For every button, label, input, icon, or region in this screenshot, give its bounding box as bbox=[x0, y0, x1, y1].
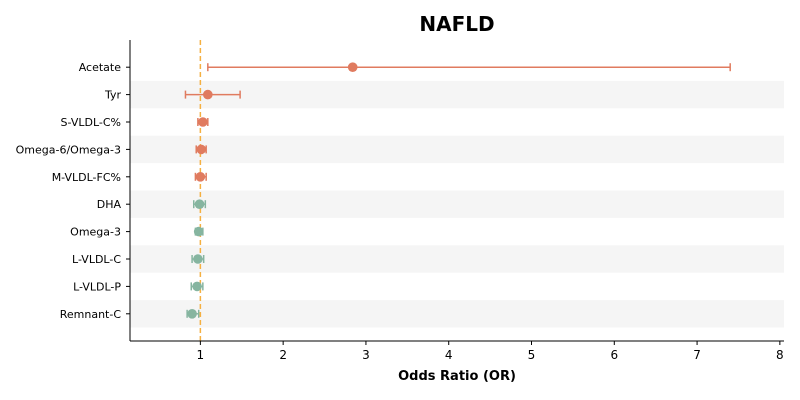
x-tick-label: 2 bbox=[279, 348, 287, 362]
x-tick-label: 8 bbox=[776, 348, 784, 362]
x-axis-label: Odds Ratio (OR) bbox=[398, 369, 516, 384]
y-tick-label: Remnant-C bbox=[60, 308, 122, 321]
forest-marks bbox=[184, 62, 731, 319]
point-estimate bbox=[196, 144, 206, 155]
y-tick-label: L-VLDL-C bbox=[72, 253, 121, 266]
x-tick-label: 6 bbox=[610, 348, 618, 362]
forest-row-8 bbox=[191, 254, 205, 264]
y-tick-label: Omega-3 bbox=[70, 226, 121, 239]
forest-row-5 bbox=[194, 172, 207, 182]
y-tick-label: DHA bbox=[97, 198, 122, 211]
point-estimate bbox=[194, 199, 205, 209]
point-estimate bbox=[198, 117, 208, 127]
x-tick-label: 5 bbox=[528, 348, 536, 362]
row-band bbox=[130, 135, 784, 164]
y-tick-label: S-VLDL-C% bbox=[61, 116, 121, 129]
chart-title: NAFLD bbox=[419, 12, 494, 36]
point-estimate bbox=[347, 62, 358, 72]
forest-row-10 bbox=[186, 309, 200, 319]
row-bands bbox=[130, 80, 784, 328]
point-estimate bbox=[203, 89, 213, 100]
y-tick-labels: Acetate Tyr S-VLDL-C% Omega-6/Omega-3 M-VLDL… bbox=[16, 61, 130, 321]
point-estimate bbox=[193, 226, 204, 237]
x-tick-label: 1 bbox=[197, 348, 205, 362]
forest-row-6 bbox=[192, 199, 207, 209]
forest-row-9 bbox=[190, 281, 204, 292]
x-ticks: 1 2 3 4 5 6 7 8 bbox=[197, 341, 784, 362]
axes bbox=[129, 40, 784, 342]
point-estimate bbox=[192, 281, 202, 292]
forest-row-7 bbox=[193, 226, 204, 237]
y-tick-label: Omega-6/Omega-3 bbox=[16, 143, 121, 156]
forest-row-3 bbox=[197, 117, 209, 127]
point-estimate bbox=[187, 309, 197, 319]
forest-row-1 bbox=[207, 62, 731, 72]
y-tick-label: Tyr bbox=[104, 89, 122, 102]
forest-row-2 bbox=[184, 89, 241, 100]
point-estimate bbox=[193, 254, 203, 264]
row-band bbox=[130, 190, 784, 218]
y-tick-label: Acetate bbox=[79, 61, 122, 74]
x-tick-label: 7 bbox=[693, 348, 701, 362]
row-band bbox=[130, 245, 784, 273]
row-band bbox=[130, 300, 784, 328]
point-estimate bbox=[195, 172, 206, 182]
y-tick-label: L-VLDL-P bbox=[73, 280, 121, 293]
x-tick-label: 3 bbox=[362, 348, 370, 362]
y-tick-label: M-VLDL-FC% bbox=[52, 171, 121, 184]
forest-row-4 bbox=[195, 144, 207, 155]
x-tick-label: 4 bbox=[445, 348, 453, 362]
